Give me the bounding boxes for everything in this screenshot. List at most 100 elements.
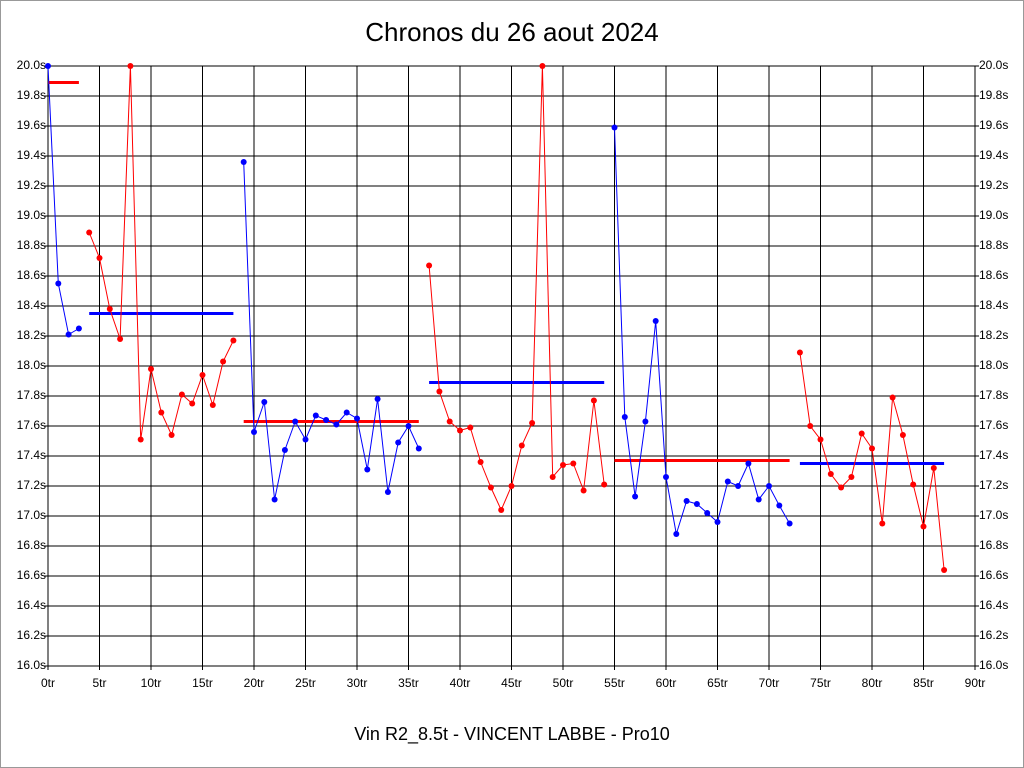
data-point [487,484,494,491]
x-tick-label: 80tr [862,676,883,690]
y-tick-label: 18.8s [17,238,46,252]
y-tick-label: 18.4s [17,298,46,312]
y-tick-label: 18.0s [17,358,46,372]
data-point [45,63,51,69]
data-point [405,423,412,429]
y2-tick-label: 16.0s [979,658,1008,672]
y2-tick-label: 19.6s [979,118,1008,132]
data-point [838,484,845,491]
data-point [704,510,711,516]
data-point [827,471,834,477]
data-point [364,466,371,473]
data-point [384,489,391,495]
data-point [601,481,608,488]
data-point [899,432,906,438]
data-point [65,331,72,338]
data-point [343,409,350,416]
y2-tick-label: 18.8s [979,238,1008,252]
data-point [590,397,597,404]
data-point [55,280,62,287]
y2-tick-label: 18.4s [979,298,1008,312]
y-tick-label: 17.0s [17,508,46,522]
y2-tick-label: 16.8s [979,538,1008,552]
y-tick-label: 17.4s [17,448,46,462]
data-point [426,262,433,269]
data-point [199,372,206,378]
data-point [807,423,814,429]
data-point [693,501,700,507]
data-point [570,460,577,467]
data-point [281,447,288,453]
data-point [220,358,227,365]
data-point [632,493,639,500]
data-point [642,418,649,425]
y2-tick-label: 16.6s [979,568,1008,582]
x-tick-label: 25tr [295,676,316,690]
chart-title: Chronos du 26 aout 2024 [365,17,658,47]
data-point [920,523,927,530]
data-point [549,474,556,480]
data-point [529,420,536,426]
x-axis-label: Vin R2_8.5t - VINCENT LABBE - Pro10 [354,724,669,745]
x-tick-label: 85tr [913,676,934,690]
x-tick-label: 5tr [92,676,106,690]
data-point [75,325,82,332]
data-point [230,337,237,344]
data-point [312,412,319,419]
y-tick-label: 20.0s [17,58,46,72]
y-tick-label: 16.0s [17,658,46,672]
data-point [271,496,278,503]
data-point [735,483,742,489]
y2-tick-label: 18.6s [979,268,1008,282]
data-point [395,439,402,446]
x-tick-label: 40tr [450,676,471,690]
data-point [189,400,196,407]
data-point [117,336,124,342]
x-tick-label: 55tr [604,676,625,690]
data-point [621,414,628,420]
data-point [539,63,546,69]
y-tick-label: 17.2s [17,478,46,492]
data-point [817,436,824,443]
y-tick-label: 18.6s [17,268,46,282]
data-point [683,498,690,504]
data-point [333,421,340,428]
y2-tick-label: 18.2s [979,328,1008,342]
data-point [869,445,875,452]
data-point [168,432,175,438]
x-tick-label: 60tr [656,676,677,690]
data-point [673,531,680,537]
y-tick-label: 17.8s [17,388,46,402]
data-point [560,462,566,468]
plot-border [47,65,976,667]
y2-tick-label: 19.2s [979,178,1008,192]
data-point [374,396,381,402]
data-point [127,63,134,69]
y-tick-label: 18.2s [17,328,46,342]
data-point [714,519,721,525]
data-point [652,318,659,324]
y-tick-label: 19.8s [17,88,46,102]
data-point [106,306,113,312]
data-point [240,159,247,165]
y2-tick-label: 17.4s [979,448,1008,462]
data-point [467,424,474,431]
y2-tick-label: 19.8s [979,88,1008,102]
data-point [178,391,185,398]
y2-tick-label: 17.2s [979,478,1008,492]
y-tick-label: 16.2s [17,628,46,642]
y2-tick-label: 17.6s [979,418,1008,432]
x-tick-label: 15tr [192,676,213,690]
data-point [498,507,505,513]
data-point [755,496,762,503]
x-tick-label: 50tr [553,676,574,690]
data-point [323,417,330,423]
y2-tick-label: 16.4s [979,598,1008,612]
data-point [518,442,525,449]
data-point [858,430,865,437]
y2-tick-label: 19.0s [979,208,1008,222]
x-tick-label: 30tr [347,676,368,690]
data-point [436,388,443,395]
